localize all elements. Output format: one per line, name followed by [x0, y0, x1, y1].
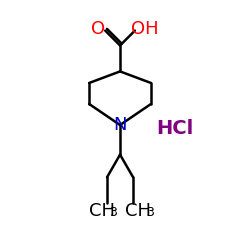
Text: OH: OH [132, 20, 159, 38]
Text: N: N [113, 116, 127, 134]
Text: HCl: HCl [156, 119, 193, 138]
Text: CH: CH [126, 202, 152, 220]
Text: 3: 3 [109, 206, 117, 219]
Text: CH: CH [89, 202, 115, 220]
Text: O: O [91, 20, 105, 38]
Text: 3: 3 [146, 206, 154, 219]
